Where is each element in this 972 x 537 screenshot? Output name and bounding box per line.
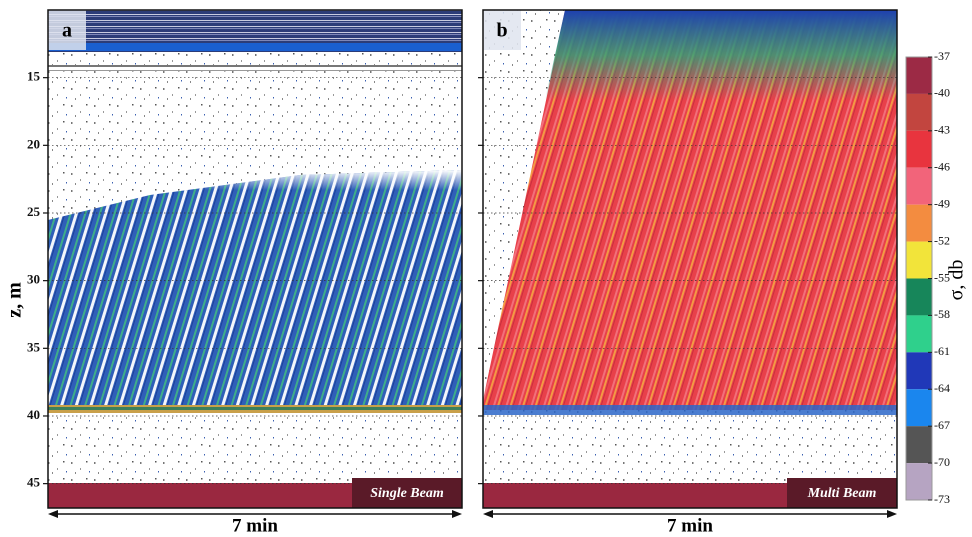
y-tick-label: 15 [27, 69, 41, 84]
annotation-box [352, 478, 462, 508]
colorbar-segment [906, 241, 932, 279]
arrow-head [48, 510, 58, 518]
panel-label-box [48, 10, 86, 50]
y-axis-label: z, m [4, 282, 26, 318]
panel-label-box [483, 10, 521, 50]
arrow-head [452, 510, 462, 518]
colorbar-tick-label: -67 [934, 418, 950, 432]
colorbar-tick-label: -52 [934, 233, 950, 247]
colorbar-tick-label: -55 [934, 270, 950, 284]
panel-label: b [496, 20, 507, 42]
annotation: Single Beam [370, 486, 444, 501]
colorbar-tick-label: -61 [934, 344, 950, 358]
y-tick-label: 30 [27, 272, 40, 287]
colorbar-label: σ, db [946, 260, 968, 301]
arrow-head [483, 510, 493, 518]
colorbar-segment [906, 93, 932, 131]
colorbar-tick-label: -64 [934, 381, 950, 395]
y-tick-label: 40 [27, 407, 40, 422]
echogram-b [483, 10, 897, 508]
panel-frame [47, 9, 463, 509]
echogram-a [48, 10, 462, 508]
colorbar-segment [906, 389, 932, 427]
y-tick-label: 20 [27, 136, 40, 151]
colorbar-segment [906, 130, 932, 168]
panel-frame [482, 9, 898, 509]
colorbar-segment [906, 352, 932, 390]
colorbar-tick-label: -46 [934, 160, 950, 174]
colorbar-tick-label: -40 [934, 86, 950, 100]
x-axis-label: 7 min [232, 515, 278, 536]
x-axis-label: 7 min [667, 515, 713, 536]
colorbar-tick-label: -73 [934, 492, 950, 506]
panel-label: a [62, 20, 72, 42]
annotation: Multi Beam [807, 486, 877, 501]
colorbar-segment [906, 167, 932, 205]
colorbar-tick-label: -43 [934, 123, 950, 137]
colorbar-segment [906, 57, 932, 94]
colorbar-segment [906, 463, 932, 500]
y-tick-label: 45 [27, 475, 41, 490]
arrow-head [887, 510, 897, 518]
colorbar-tick-label: -49 [934, 196, 950, 210]
y-tick-label: 25 [27, 204, 41, 219]
y-tick-label: 35 [27, 339, 41, 354]
colorbar-tick-label: -37 [934, 49, 950, 63]
colorbar-segment [906, 315, 932, 353]
colorbar-segment [906, 204, 932, 242]
colorbar-segment [906, 426, 932, 464]
colorbar-segment [906, 278, 932, 316]
colorbar-tick-label: -70 [934, 455, 950, 469]
annotation-box [787, 478, 897, 508]
colorbar-tick-label: -58 [934, 307, 950, 321]
